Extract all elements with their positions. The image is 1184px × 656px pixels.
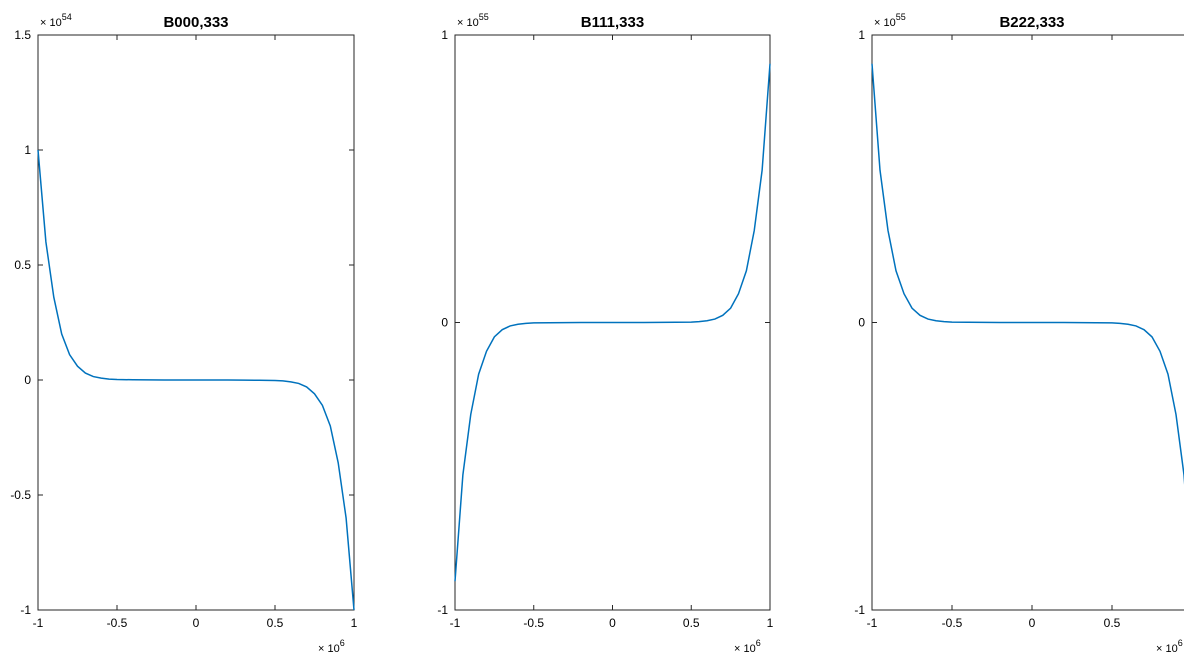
chart-title: B000,333: [163, 14, 228, 31]
x-tick-label: 0: [193, 616, 200, 630]
series-line: [454, 63, 771, 582]
y-tick-label: -1: [20, 603, 31, 617]
x-tick-label: 0: [1029, 616, 1036, 630]
chart-panel-2: -1 -0.5 0 0.5 1 -1 0 1 × 1055 × 106 B111,333: [437, 12, 773, 655]
x-tick-label: 0.5: [1104, 616, 1121, 630]
y-exponent-value: 55: [896, 12, 906, 22]
series-line: [37, 149, 355, 611]
x-exponent-value: 6: [756, 638, 761, 648]
x-tick-label: -0.5: [107, 616, 128, 630]
chart-title: B111,333: [581, 14, 644, 31]
x-exponent-label: × 106: [318, 638, 345, 655]
y-tick-label: 1.5: [14, 28, 31, 42]
y-tick-label: 1: [441, 28, 448, 42]
x-tick-label: 1: [351, 616, 358, 630]
y-tick-label: 1: [858, 28, 865, 42]
x-tick-label: -1: [33, 616, 44, 630]
series-line: [871, 63, 1184, 485]
y-exponent-label: × 1054: [40, 12, 72, 29]
chart-panel-1: -1 -0.5 0 0.5 1 -1 -0.5 0 0.5 1 1.5 × 1054 × 106 B000…: [10, 12, 357, 655]
y-tick-label: 0: [441, 316, 448, 330]
y-exponent-label: × 1055: [874, 12, 906, 29]
y-exponent-value: 54: [62, 12, 72, 22]
x-tick-label: -1: [867, 616, 878, 630]
y-tick-label: 0: [24, 373, 31, 387]
y-tick-label: 0: [858, 316, 865, 330]
y-exponent-value: 55: [479, 12, 489, 22]
y-exponent-label: × 1055: [457, 12, 489, 29]
y-tick-label: -1: [854, 603, 865, 617]
x-exponent-label: × 106: [1156, 638, 1183, 655]
axes-box: [37, 34, 355, 611]
x-tick-label: 1: [767, 616, 774, 630]
x-exponent-label: × 106: [734, 638, 761, 655]
x-tick-label: 0: [609, 616, 616, 630]
y-tick-label: 0.5: [14, 258, 31, 272]
y-tick-label: 1: [24, 143, 31, 157]
x-tick-label: 0.5: [267, 616, 284, 630]
x-tick-label: -0.5: [523, 616, 544, 630]
y-tick-label: -0.5: [10, 488, 31, 502]
x-tick-label: -0.5: [942, 616, 963, 630]
x-tick-label: 0.5: [683, 616, 700, 630]
x-exponent-value: 6: [1178, 638, 1183, 648]
chart-title: B222,333: [999, 14, 1064, 31]
x-tick-label: -1: [450, 616, 461, 630]
x-exponent-value: 6: [340, 638, 345, 648]
y-tick-label: -1: [437, 603, 448, 617]
